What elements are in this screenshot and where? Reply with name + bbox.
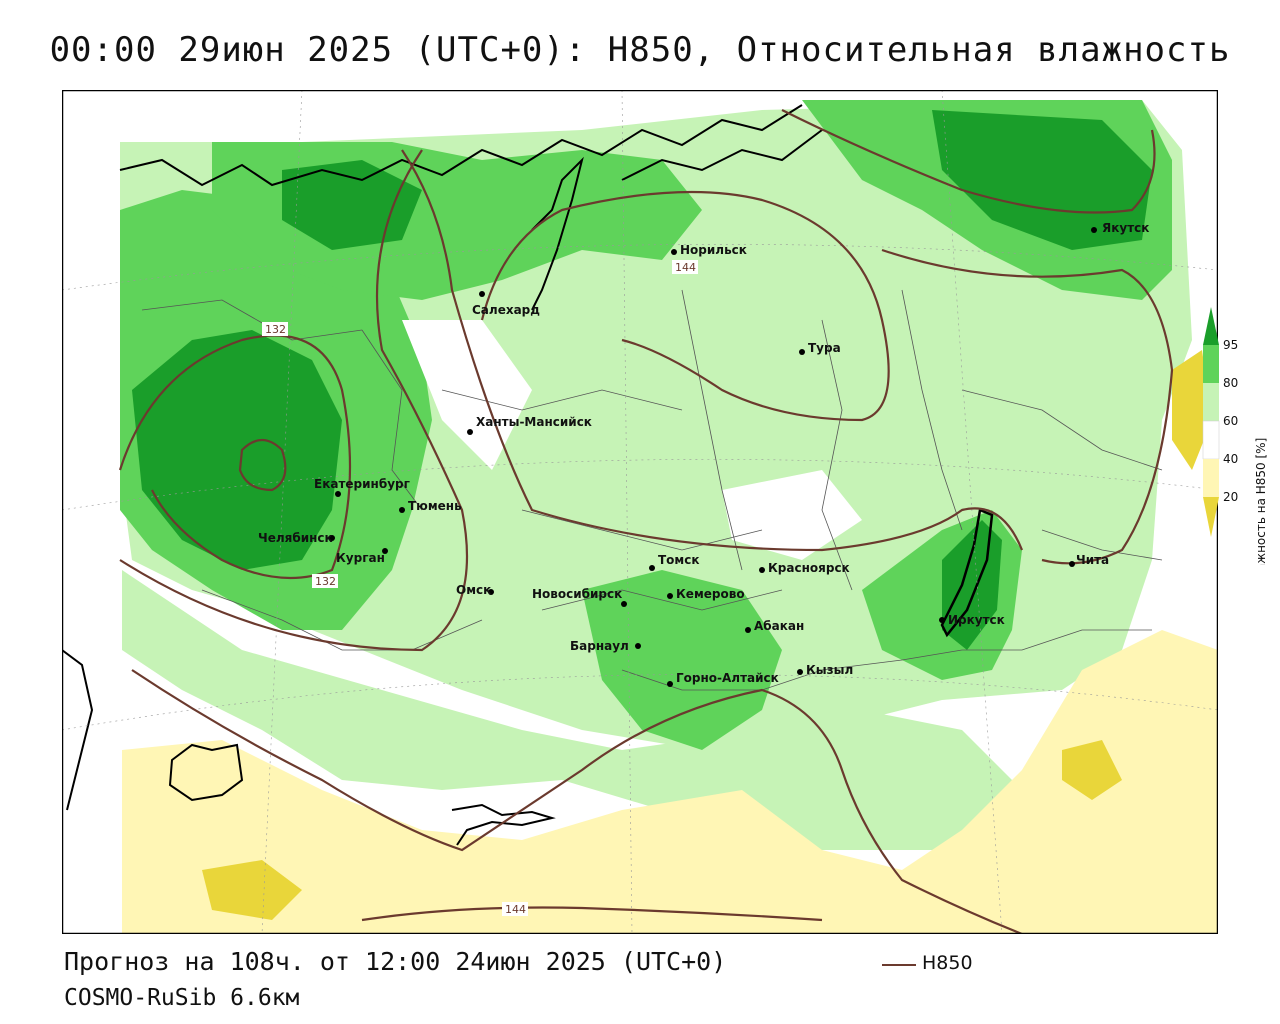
contour-132-west (118, 334, 352, 580)
very-dry-patch-1 (202, 860, 302, 920)
contour-inner-low (238, 438, 287, 492)
city-markers (329, 227, 1097, 687)
dry-region-south (122, 630, 1218, 934)
legend-swatch-bottom-arrow (1203, 497, 1219, 537)
city-label-kurgan: Курган (336, 551, 385, 565)
city-label-tura: Тура (808, 341, 841, 355)
forecast-info: Прогноз на 108ч. от 12:00 24июн 2025 (UT… (64, 947, 727, 976)
h850-contours (118, 109, 1174, 934)
city-label-tyumen: Тюмень (408, 499, 462, 513)
contour-large-west (119, 149, 469, 652)
legend-tick-40: 40 (1223, 452, 1238, 466)
model-name: COSMO-RuSib 6.6км (64, 985, 300, 1011)
humid-region-altai (582, 570, 782, 750)
city-label-yakutsk: Якутск (1102, 221, 1149, 235)
svg-text:144: 144 (675, 261, 696, 274)
contour-east-2 (881, 248, 1174, 565)
very-dry-patch-east (1172, 350, 1212, 470)
contour-label-144-b: 144 (502, 902, 528, 916)
contour-label-144-a: 144 (672, 260, 698, 274)
humidity-map: 132 144 132 144 (62, 90, 1218, 934)
city-label-kemerovo: Кемерово (676, 587, 745, 601)
very-dry-patch-2 (1062, 740, 1122, 800)
legend-tick-20: 20 (1223, 490, 1238, 504)
city-label-omsk: Омск (456, 583, 491, 597)
contour-legend-label: H850 (922, 952, 973, 974)
contour-south (131, 669, 1023, 934)
map-title: 00:00 29июн 2025 (UTC+0): H850, Относите… (49, 30, 1231, 70)
svg-text:144: 144 (505, 903, 526, 916)
legend-swatch-95 (1203, 345, 1219, 383)
city-label-chita: Чита (1076, 553, 1109, 567)
graticule (62, 90, 1218, 934)
legend-tick-95: 95 (1223, 338, 1238, 352)
svg-text:132: 132 (265, 323, 286, 336)
contour-label-132-a: 132 (262, 322, 288, 336)
legend-swatch-40 (1203, 459, 1219, 497)
svg-text:132: 132 (315, 575, 336, 588)
contour-legend-swatch (882, 964, 916, 966)
legend-tick-80: 80 (1223, 376, 1238, 390)
coastline-yamal (531, 156, 584, 311)
white-gap-central2 (722, 470, 862, 560)
legend-axis-label: Влажность на H850 [%] (1254, 438, 1268, 565)
legend-tick-60: 60 (1223, 414, 1238, 428)
city-label-tomsk: Томск (658, 553, 700, 567)
city-label-chelyabinsk: Челябинск (258, 531, 333, 545)
city-label-norilsk: Норильск (680, 243, 747, 257)
coastline-taymyr (621, 129, 823, 181)
aral-sea (168, 743, 244, 802)
lake-baikal (940, 508, 994, 638)
very-humid-core-east (932, 110, 1152, 250)
contour-north (401, 149, 1024, 552)
legend-swatch-60 (1202, 420, 1220, 460)
contour-legend: H850 (882, 952, 992, 978)
city-label-abakan: Абакан (754, 619, 804, 633)
city-label-ekaterinburg: Екатеринбург (314, 477, 410, 491)
moist-region-south (122, 570, 1022, 850)
map-frame (62, 90, 1218, 934)
city-label-novosibirsk: Новосибирск (532, 587, 622, 601)
city-label-kyzyl: Кызыл (806, 663, 853, 677)
humidity-legend: 95 80 60 40 20 Влажность на H850 [%] (1202, 307, 1268, 565)
contour-144-north (480, 190, 890, 422)
caspian-coast (62, 649, 94, 811)
contour-144-south (361, 906, 823, 922)
city-label-gorno: Горно-Алтайск (676, 671, 779, 685)
contour-label-132-b: 132 (312, 574, 338, 588)
city-label-barnaul: Барнаул (570, 639, 629, 653)
lake-balkhash (451, 803, 556, 846)
coastline-north (119, 104, 803, 187)
legend-swatch-80 (1203, 383, 1219, 421)
city-label-irkutsk: Иркутск (948, 613, 1005, 627)
city-label-salekhard: Салехард (472, 303, 540, 317)
city-label-krasnoyarsk: Красноярск (768, 561, 850, 575)
contour-east (781, 109, 1156, 214)
very-humid-core-urals (132, 330, 342, 570)
city-label-khanty: Ханты-Мансийск (476, 415, 592, 429)
legend-swatch-top-arrow (1203, 307, 1219, 345)
